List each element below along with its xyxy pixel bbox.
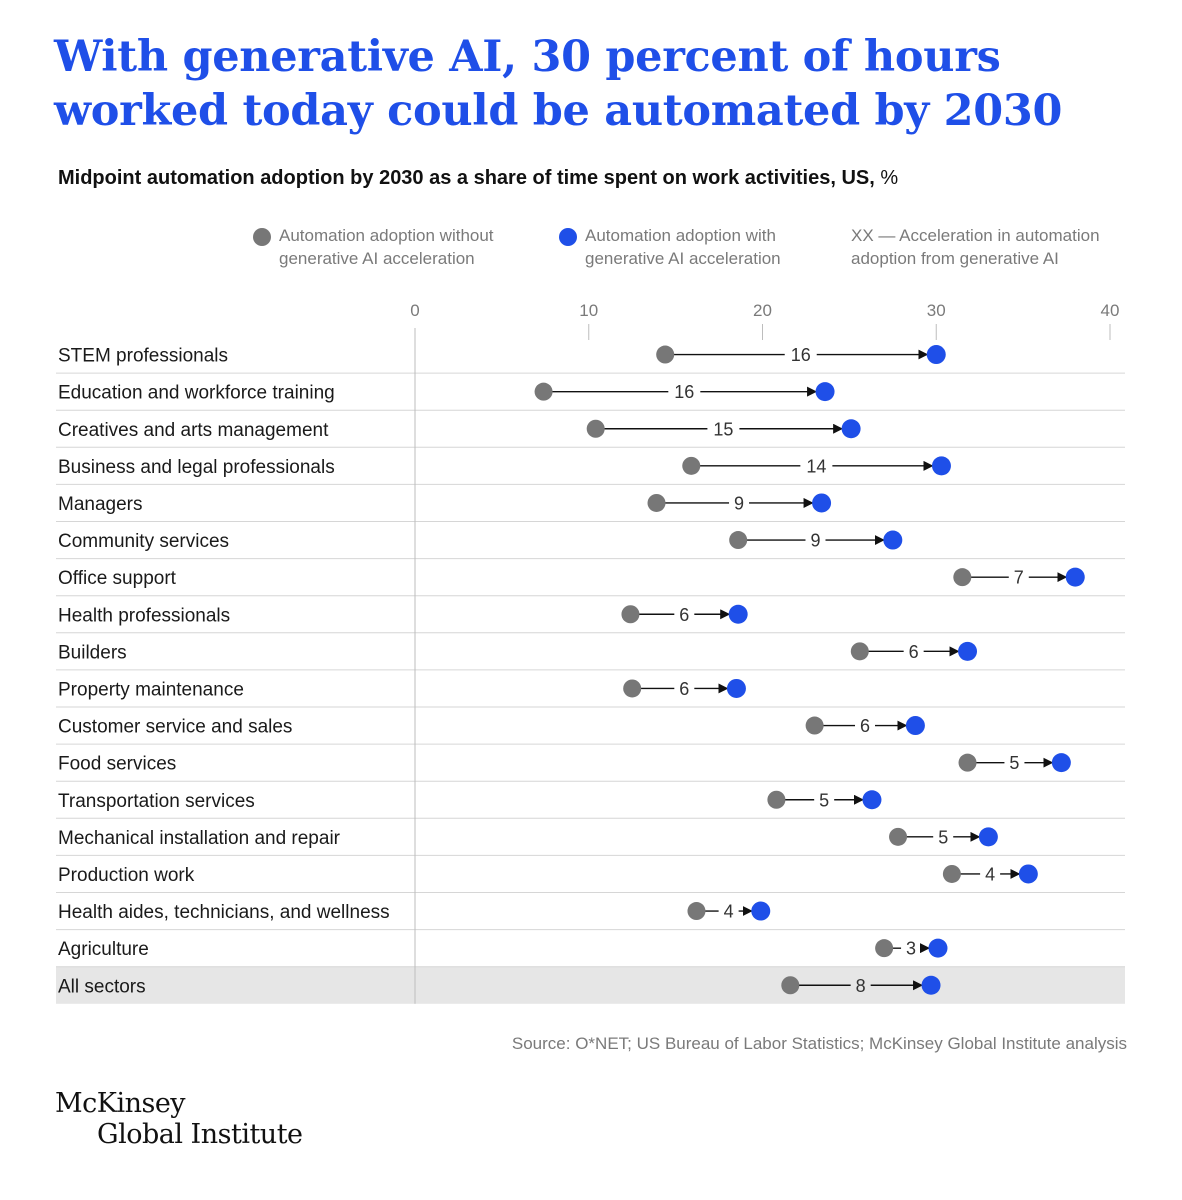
legend-acceleration: XX — Acceleration in automation adoption…: [851, 224, 1131, 270]
subtitle-unit: %: [880, 167, 899, 189]
legend-acceleration-label: XX — Acceleration in automation adoption…: [851, 226, 1100, 268]
dot-without-genai: [875, 939, 894, 958]
row-label: Customer service and sales: [58, 717, 292, 738]
dot-without-genai: [687, 902, 706, 921]
acceleration-label: 6: [679, 605, 689, 625]
row-label: Health aides, technicians, and wellness: [58, 902, 390, 923]
dot-with-genai: [883, 530, 903, 550]
dot-with-genai: [728, 604, 748, 624]
subtitle-text: Midpoint automation adoption by 2030 as …: [58, 167, 875, 189]
dot-without-genai: [586, 419, 605, 438]
acceleration-label: 6: [860, 716, 870, 736]
acceleration-label: 16: [791, 345, 811, 365]
dot-with-genai: [978, 827, 998, 847]
legend-without: Automation adoption without generative A…: [253, 224, 523, 270]
chart-subtitle: Midpoint automation adoption by 2030 as …: [58, 167, 898, 190]
dot-without-genai: [958, 753, 977, 772]
row-label: Mechanical installation and repair: [58, 828, 341, 849]
dot-without-genai: [682, 456, 701, 475]
x-tick-label: 30: [927, 301, 946, 320]
dot-without-genai: [729, 531, 748, 550]
acceleration-label: 14: [806, 456, 826, 476]
dot-with-genai: [1065, 567, 1085, 587]
dot-with-genai: [751, 901, 771, 921]
dot-with-genai: [1018, 864, 1038, 884]
mckinsey-logo: McKinsey Global Institute: [55, 1088, 303, 1150]
dot-with-genai: [812, 493, 832, 513]
logo-line-2: Global Institute: [97, 1119, 303, 1150]
dot-with-genai: [1051, 753, 1071, 773]
dot-with-genai: [928, 938, 948, 958]
x-tick-label: 10: [579, 301, 598, 320]
row-label: Office support: [58, 568, 177, 589]
legend-gray-dot-icon: [253, 228, 271, 246]
row-label: Transportation services: [58, 791, 255, 812]
dot-without-genai: [889, 827, 908, 846]
row-label: Agriculture: [58, 939, 149, 960]
row-label: Community services: [58, 531, 229, 552]
row-label: All sectors: [58, 976, 146, 997]
x-tick-label: 0: [410, 301, 419, 320]
acceleration-label: 16: [674, 382, 694, 402]
acceleration-label: 5: [819, 790, 829, 810]
row-label: Managers: [58, 494, 143, 515]
legend-with: Automation adoption with generative AI a…: [559, 224, 829, 270]
row-label: Creatives and arts management: [58, 420, 329, 441]
row-label: Business and legal professionals: [58, 457, 335, 478]
acceleration-label: 9: [810, 531, 820, 551]
dot-without-genai: [942, 864, 961, 883]
dot-without-genai: [534, 382, 553, 401]
acceleration-label: 7: [1014, 568, 1024, 588]
dot-without-genai: [623, 679, 642, 698]
acceleration-label: 6: [909, 642, 919, 662]
dot-with-genai: [841, 419, 861, 439]
dot-without-genai: [621, 605, 640, 624]
dot-without-genai: [781, 976, 800, 995]
dot-without-genai: [647, 493, 666, 512]
dot-without-genai: [767, 790, 786, 809]
dot-with-genai: [905, 716, 925, 736]
acceleration-label: 6: [679, 679, 689, 699]
legend-blue-dot-icon: [559, 228, 577, 246]
row-label: Production work: [58, 865, 195, 886]
dot-with-genai: [726, 678, 746, 698]
dot-without-genai: [805, 716, 824, 735]
dot-without-genai: [850, 642, 869, 661]
highlight-row-bg: [56, 966, 1125, 1004]
acceleration-label: 5: [938, 827, 948, 847]
legend-without-label: Automation adoption without generative A…: [279, 226, 494, 268]
row-label: Health professionals: [58, 605, 230, 626]
dumbbell-chart: 0 10 20 30 40 STEM professionals 16 Education a…: [56, 301, 1125, 1004]
acceleration-label: 4: [724, 902, 734, 922]
row-label: STEM professionals: [58, 346, 228, 367]
source-note: Source: O*NET; US Bureau of Labor Statis…: [511, 1034, 1127, 1053]
logo-line-1: McKinsey: [55, 1088, 186, 1119]
row-label: Property maintenance: [58, 679, 244, 700]
acceleration-label: 5: [1009, 753, 1019, 773]
dot-with-genai: [926, 345, 946, 365]
row-label: Education and workforce training: [58, 383, 335, 404]
acceleration-label: 3: [906, 939, 916, 959]
dot-with-genai: [958, 641, 978, 661]
chart-title: With generative AI, 30 percent of hours …: [54, 32, 1063, 136]
acceleration-label: 9: [734, 493, 744, 513]
row-label: Builders: [58, 642, 127, 663]
dot-with-genai: [921, 975, 941, 995]
acceleration-label: 4: [985, 864, 995, 884]
dot-with-genai: [931, 456, 951, 476]
dot-with-genai: [815, 382, 835, 402]
x-tick-label: 40: [1101, 301, 1120, 320]
dot-without-genai: [656, 345, 675, 364]
dot-with-genai: [862, 790, 882, 810]
dot-without-genai: [953, 568, 972, 587]
row-label: Food services: [58, 754, 176, 775]
x-tick-label: 20: [753, 301, 772, 320]
legend-with-label: Automation adoption with generative AI a…: [585, 226, 781, 268]
acceleration-label: 15: [713, 419, 733, 439]
acceleration-label: 8: [856, 976, 866, 996]
